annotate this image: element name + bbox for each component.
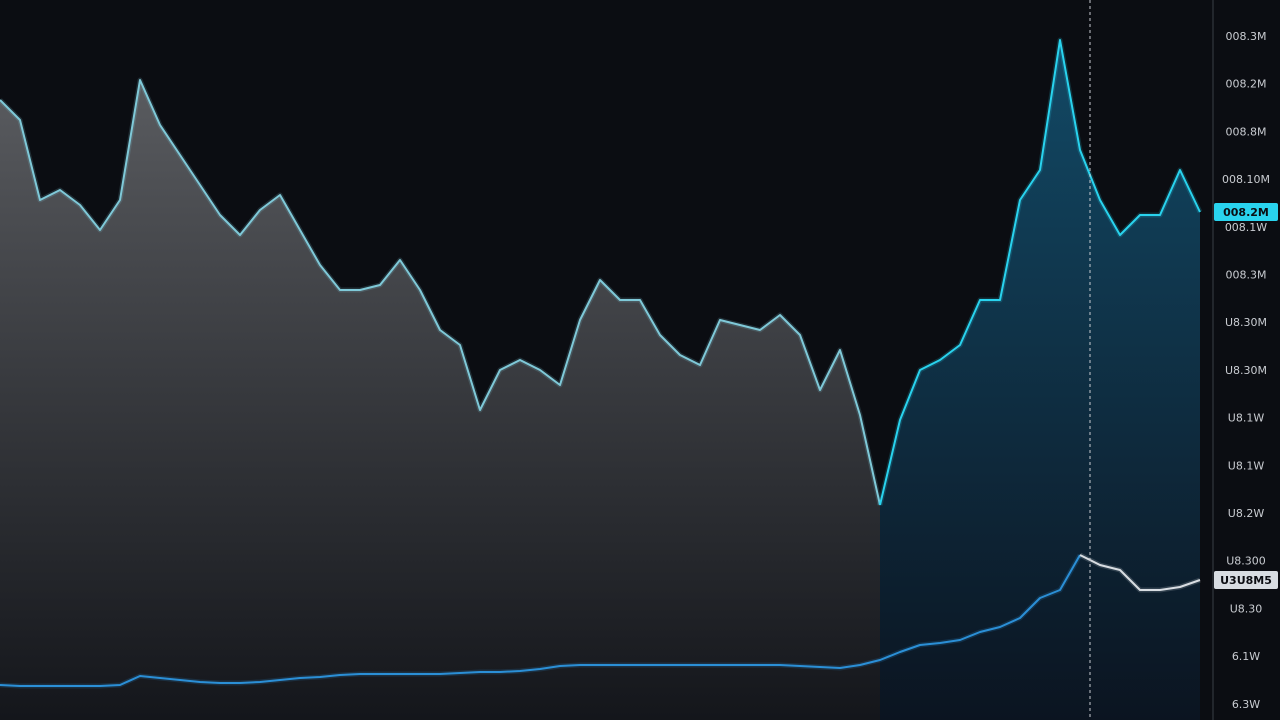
area-fill: [0, 80, 880, 720]
price-label: 008.3M: [1226, 30, 1267, 43]
price-tag-text: U3U8M5: [1220, 574, 1272, 587]
line: [879, 39, 1201, 506]
line: [0, 79, 881, 506]
price-label: 008.1W: [1225, 221, 1267, 234]
price-label: 008.8M: [1226, 125, 1267, 138]
price-label: 008.2M: [1226, 78, 1267, 91]
price-label: U8.1W: [1228, 412, 1265, 425]
price-label: 6.1W: [1232, 650, 1260, 663]
price-label: U8.2W: [1228, 507, 1265, 520]
line: [1079, 554, 1201, 591]
price-label: U8.30M: [1225, 364, 1267, 377]
price-tag-text: 008.2M: [1223, 206, 1269, 219]
price-label: 008.10M: [1222, 173, 1270, 186]
price-tag: [1214, 571, 1278, 589]
price-label: U8.1W: [1228, 459, 1265, 472]
price-label: 008.3M: [1226, 269, 1267, 282]
line: [0, 554, 1081, 687]
price-label: U8.30: [1230, 602, 1263, 615]
price-label: U8.300: [1226, 555, 1266, 568]
price-label: U8.30M: [1225, 316, 1267, 329]
area-fill: [880, 40, 1200, 720]
price-tag: [1214, 203, 1278, 221]
price-label: 6.3W: [1232, 698, 1260, 711]
